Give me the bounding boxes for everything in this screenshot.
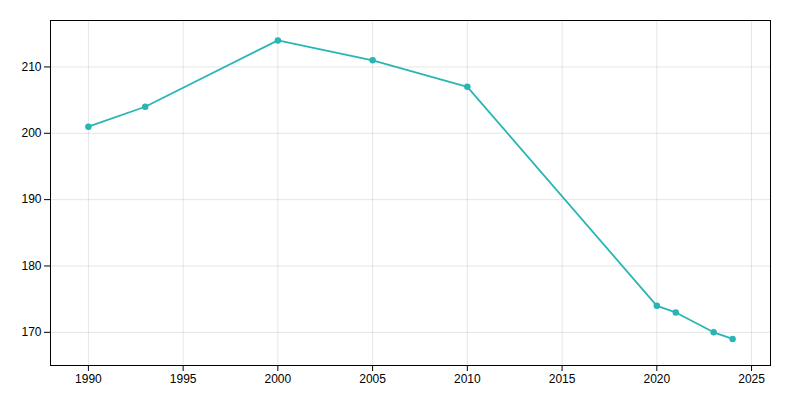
svg-text:190: 190 xyxy=(21,192,41,206)
svg-text:210: 210 xyxy=(21,60,41,74)
svg-text:200: 200 xyxy=(21,126,41,140)
svg-text:2015: 2015 xyxy=(549,372,576,386)
svg-text:170: 170 xyxy=(21,325,41,339)
svg-text:1995: 1995 xyxy=(170,372,197,386)
svg-text:2010: 2010 xyxy=(454,372,481,386)
svg-text:2020: 2020 xyxy=(643,372,670,386)
svg-text:2005: 2005 xyxy=(359,372,386,386)
svg-text:180: 180 xyxy=(21,259,41,273)
svg-text:1990: 1990 xyxy=(75,372,102,386)
svg-text:2025: 2025 xyxy=(738,372,765,386)
svg-text:2000: 2000 xyxy=(265,372,292,386)
